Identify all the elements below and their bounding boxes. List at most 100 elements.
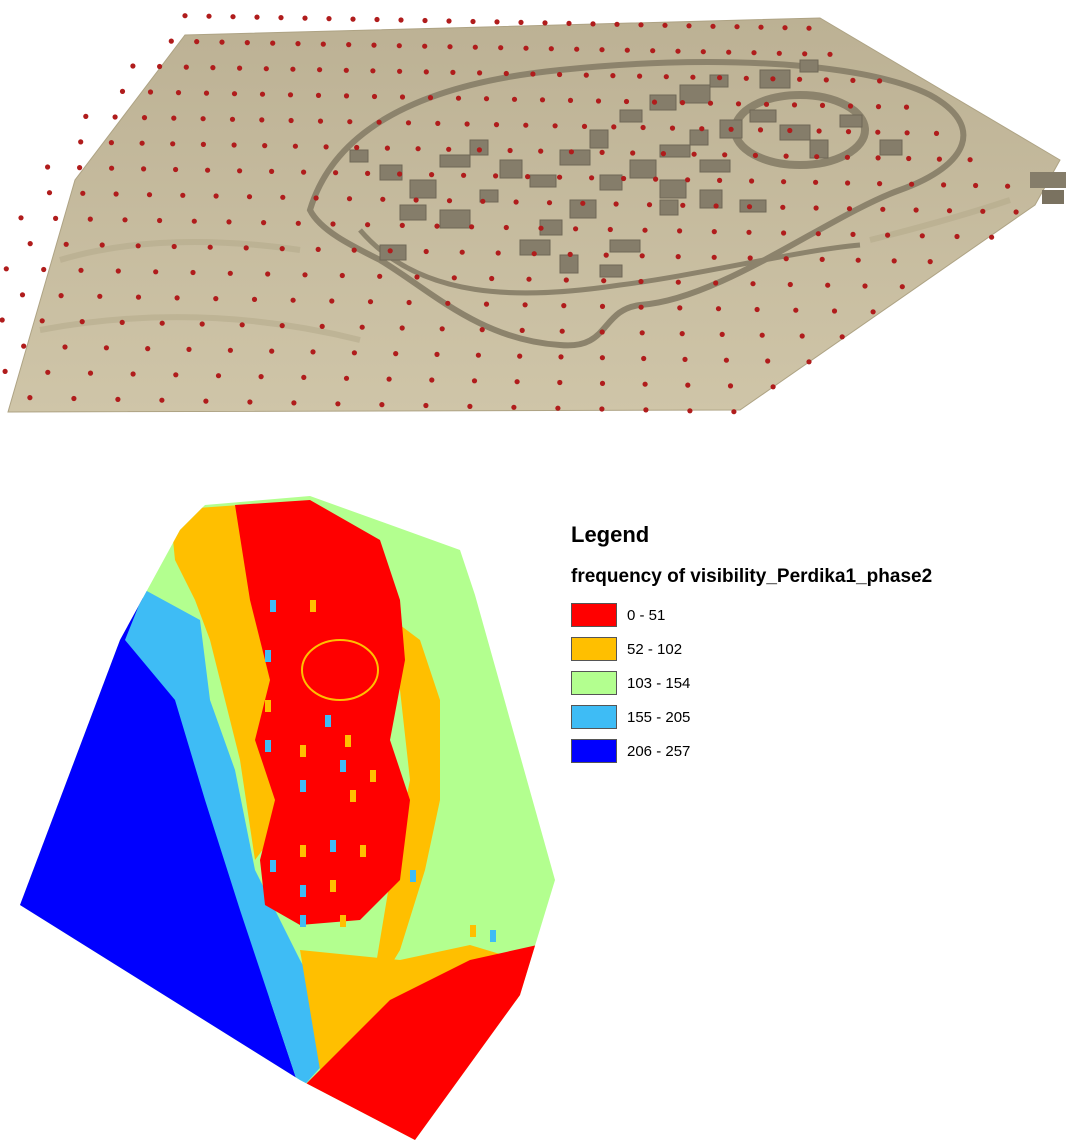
observation-point (480, 198, 486, 204)
observation-point (479, 327, 485, 333)
observation-point (370, 68, 376, 74)
observation-point (595, 98, 602, 104)
building-mark (300, 845, 306, 857)
observation-point (567, 251, 573, 257)
observation-point (880, 206, 886, 212)
observation-point (638, 22, 644, 28)
building (379, 244, 407, 261)
observation-point (190, 269, 196, 276)
observation-point (63, 241, 69, 247)
visibility-map (20, 496, 555, 1140)
observation-point (630, 150, 636, 156)
observation-point (493, 122, 500, 128)
observation-point (494, 19, 500, 25)
observation-point (397, 171, 403, 177)
observation-point (455, 95, 462, 101)
observation-point (581, 123, 588, 129)
observation-point (624, 47, 630, 53)
legend-swatch (571, 603, 617, 627)
observation-point (471, 378, 478, 384)
observation-point (317, 67, 323, 73)
observation-point (909, 181, 915, 187)
observation-point (503, 224, 509, 231)
observation-point (563, 277, 569, 283)
observation-point (446, 198, 453, 204)
observation-point (301, 169, 307, 175)
legend-item-label: 103 - 154 (627, 674, 691, 692)
observation-point (439, 326, 445, 332)
observation-point (21, 343, 27, 349)
observation-point (552, 123, 558, 129)
observation-point (685, 177, 691, 183)
observation-point (302, 15, 308, 21)
terrain-edge-structure (1030, 172, 1066, 204)
building (479, 189, 499, 203)
building-mark (300, 885, 306, 897)
observation-point (638, 304, 644, 310)
observation-point (903, 104, 910, 110)
observation-point (614, 21, 620, 27)
observation-point (315, 246, 321, 252)
observation-point (226, 219, 232, 225)
observation-point (354, 144, 360, 151)
observation-point (685, 382, 691, 388)
observation-point (259, 91, 266, 97)
observation-point (699, 126, 705, 132)
building (689, 129, 709, 146)
observation-point (850, 77, 856, 83)
observation-point (675, 254, 681, 260)
observation-point (380, 196, 386, 202)
observation-point (638, 278, 644, 285)
observation-point (295, 220, 301, 226)
building (679, 84, 711, 104)
observation-point (213, 193, 219, 199)
observation-point (173, 166, 179, 173)
building-mark (490, 930, 496, 942)
building (809, 139, 829, 159)
observation-point (691, 151, 697, 157)
building-mark (350, 790, 356, 802)
observation-point (498, 45, 504, 51)
observation-point (180, 192, 186, 198)
observation-point (200, 141, 206, 147)
building (529, 174, 557, 188)
observation-point (642, 227, 648, 233)
observation-point (470, 18, 476, 25)
observation-point (814, 154, 820, 160)
observation-point (621, 175, 627, 182)
observation-point (323, 144, 329, 150)
legend-item: 155 - 205 (571, 700, 1061, 734)
observation-point (513, 199, 519, 205)
observation-point (735, 101, 742, 107)
building-mark (300, 915, 306, 927)
observation-point (722, 152, 728, 158)
observation-point (343, 67, 349, 73)
observation-point (511, 96, 518, 102)
observation-point (398, 17, 404, 23)
observation-point (927, 259, 933, 265)
building-mark (345, 735, 351, 747)
observation-point (750, 281, 756, 287)
observation-point (583, 72, 589, 78)
observation-point (333, 170, 339, 176)
observation-point (141, 166, 147, 172)
observation-point (518, 19, 524, 25)
observation-point (557, 379, 563, 386)
observation-point (813, 179, 819, 185)
observation-point (526, 276, 532, 282)
building (399, 204, 427, 221)
observation-point (599, 406, 605, 412)
observation-point (237, 65, 243, 71)
terrain-surface (7, 17, 1061, 413)
observation-point (130, 371, 136, 377)
observation-point (713, 280, 719, 286)
observation-point (646, 202, 653, 208)
observation-point (776, 50, 782, 56)
observation-point (557, 71, 563, 78)
observation-point (651, 99, 658, 105)
observation-point (531, 251, 537, 257)
observation-point (559, 328, 565, 334)
observation-point (393, 351, 399, 357)
observation-point (601, 278, 607, 284)
observation-point (399, 222, 405, 228)
